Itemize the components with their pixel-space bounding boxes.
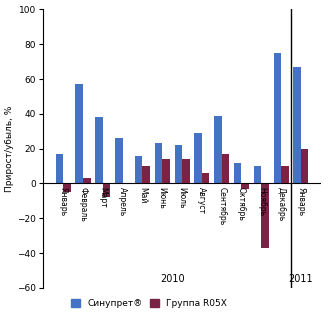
Text: 2011: 2011 [289,274,313,284]
Bar [142,166,150,183]
Text: Июль: Июль [177,187,187,208]
Text: Май: Май [138,187,147,203]
Bar [135,156,142,183]
Text: Август: Август [197,187,206,214]
Bar [103,183,110,198]
Bar [115,138,122,183]
Bar [214,115,222,183]
Text: Сентябрь: Сентябрь [217,187,226,225]
Bar [194,133,202,183]
Bar [273,53,281,183]
Bar [242,183,249,189]
Bar [261,183,269,248]
Bar [182,159,190,183]
Bar [234,163,242,183]
Legend: Синупрет®, Группа R05X: Синупрет®, Группа R05X [68,295,230,312]
Text: Декабрь: Декабрь [277,187,286,221]
Bar [222,154,229,183]
Bar [75,84,83,183]
Text: Апрель: Апрель [118,187,127,216]
Text: Январь: Январь [296,187,306,216]
Bar [63,183,71,192]
Bar [95,117,103,183]
Text: Июнь: Июнь [158,187,167,209]
Bar [281,166,289,183]
Text: 2010: 2010 [160,274,184,284]
Y-axis label: Прирост/убыль, %: Прирост/убыль, % [5,105,14,192]
Bar [301,149,308,183]
Text: Март: Март [98,187,107,208]
Bar [254,166,261,183]
Text: Октябрь: Октябрь [237,187,246,221]
Bar [56,154,63,183]
Bar [83,178,91,183]
Bar [174,145,182,183]
Text: Январь: Январь [59,187,68,216]
Text: Февраль: Февраль [78,187,87,222]
Bar [202,173,210,183]
Bar [293,67,301,183]
Bar [162,159,170,183]
Text: Ноябрь: Ноябрь [257,187,266,216]
Bar [155,143,162,183]
